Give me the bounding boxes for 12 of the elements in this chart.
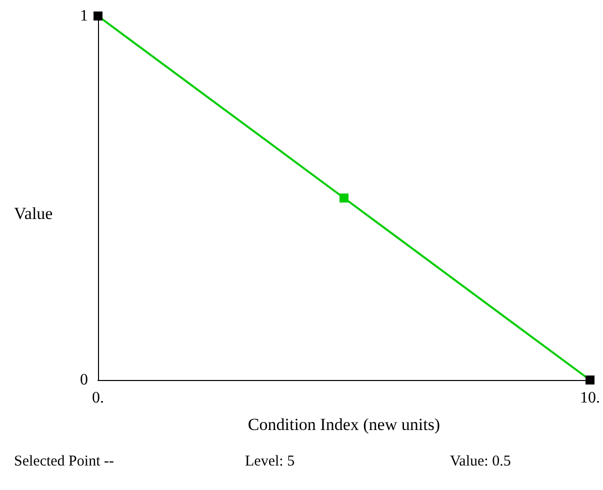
x-tick-label: 10.: [580, 390, 600, 406]
y-tick-label: 1: [80, 8, 88, 24]
point: [340, 194, 348, 202]
point: [94, 12, 102, 20]
text: Value: 0.5: [450, 454, 511, 470]
text: Level: 5: [245, 454, 295, 470]
y-tick-label: 0: [80, 372, 88, 388]
text: Selected Point --: [14, 454, 114, 470]
x-axis-title: Condition Index (new units): [248, 415, 440, 434]
point: [586, 376, 594, 384]
x-tick-label: 0.: [92, 390, 104, 406]
y-axis-title: Value: [14, 204, 53, 223]
